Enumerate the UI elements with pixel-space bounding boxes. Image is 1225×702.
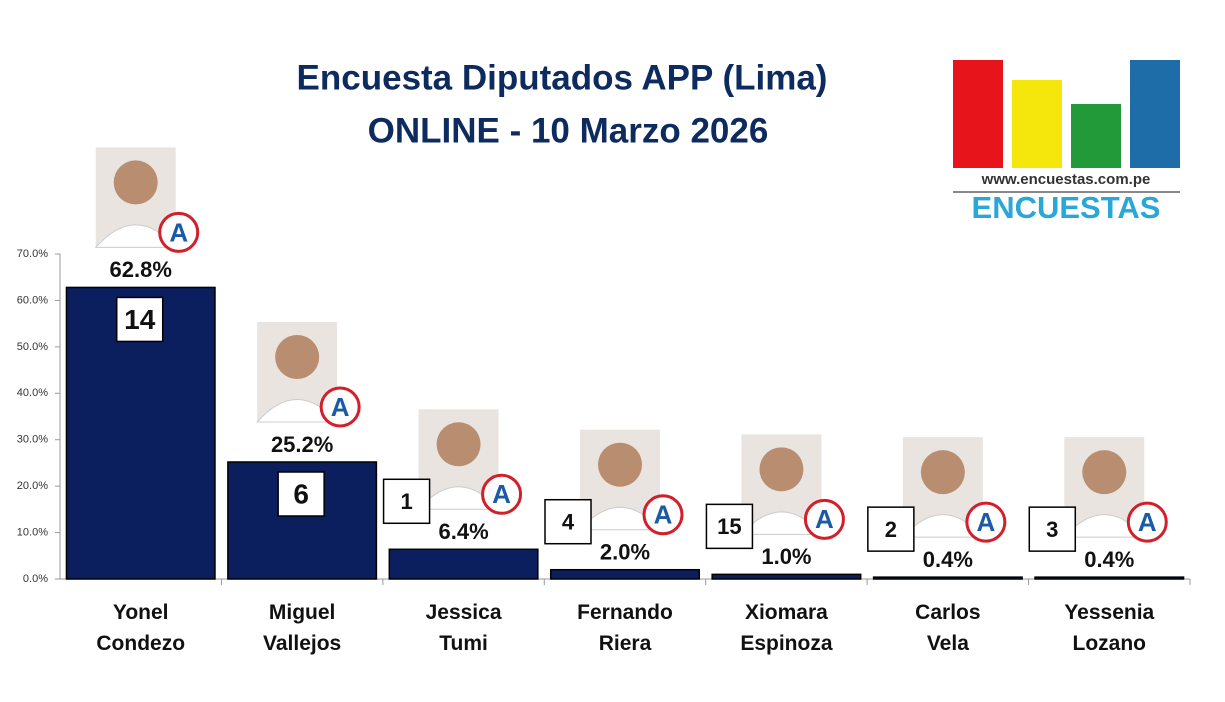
party-logo-letter: A <box>492 479 511 509</box>
bar <box>549 568 701 580</box>
photo-head <box>275 335 320 379</box>
x-tick-label-box: Carlos Vela <box>915 601 981 655</box>
ballot-number: 3 <box>1046 517 1058 542</box>
ballot-number: 1 <box>400 489 412 514</box>
party-logo <box>642 494 684 536</box>
value-label: 2.0% <box>600 540 650 565</box>
ballot-number: 2 <box>885 517 897 542</box>
bar <box>1034 576 1185 580</box>
photo-head <box>113 160 158 205</box>
x-tick-label-box: Yessenia Lozano <box>1064 601 1155 655</box>
party-logo-letter: A <box>169 217 188 247</box>
logo-bar <box>1012 80 1062 168</box>
x-tick-label-box: Yonel Condezo <box>96 601 186 655</box>
x-tick-label-box: Jessica Tumi <box>425 601 502 655</box>
ballot-number-box <box>1028 506 1077 552</box>
logo-name: ENCUESTAS <box>972 190 1161 225</box>
ballot-number: 6 <box>293 478 309 509</box>
party-logo <box>158 211 200 253</box>
x-tick-label-box: Fernando Riera <box>577 601 673 655</box>
y-tick-label: 50.0% <box>17 341 48 353</box>
ballot-number-box <box>277 471 325 517</box>
y-tick-label: 10.0% <box>17 526 48 538</box>
value-label: 0.4% <box>1084 547 1134 572</box>
party-logo-letter: A <box>976 507 995 537</box>
logo-bar <box>1130 60 1180 168</box>
ballot-number-box <box>382 478 431 525</box>
ballot-number-box <box>544 498 592 545</box>
y-tick-label: 0.0% <box>23 573 48 585</box>
photo-head <box>1082 450 1127 495</box>
ballot-number: 14 <box>124 304 156 335</box>
photo-head <box>920 450 965 495</box>
y-tick-label: 70.0% <box>17 248 48 260</box>
value-label: 6.4% <box>438 519 488 544</box>
value-label: 0.4% <box>923 547 973 572</box>
chart-title: Encuesta Diputados APP (Lima) <box>297 58 828 97</box>
photo-head <box>436 422 481 467</box>
party-logo-letter: A <box>815 504 834 534</box>
ballot-number: 4 <box>562 510 575 535</box>
photo-head <box>598 442 642 487</box>
ballot-number: 15 <box>717 514 741 539</box>
x-tick-label: Yonel Condezo <box>96 601 186 655</box>
y-tick-label: 60.0% <box>17 294 48 306</box>
logo-bar <box>1071 104 1121 168</box>
party-logo <box>965 501 1007 543</box>
ballot-number-box <box>705 503 754 550</box>
x-tick-label: Yessenia Lozano <box>1064 601 1155 655</box>
value-label: 62.8% <box>110 257 172 282</box>
party-logo <box>481 473 523 515</box>
y-tick-label: 40.0% <box>17 387 48 399</box>
party-logo-letter: A <box>331 392 350 422</box>
value-label: 25.2% <box>271 432 333 457</box>
ballot-number-box <box>867 506 915 552</box>
party-logo-letter: A <box>1138 507 1157 537</box>
value-label: 1.0% <box>761 544 811 569</box>
x-tick-label: Carlos Vela <box>915 601 981 655</box>
party-logo <box>1126 501 1168 543</box>
logo-bar <box>953 60 1003 168</box>
ballot-number-box <box>115 296 164 343</box>
x-tick-label: Xiomara Espinoza <box>740 601 833 655</box>
bar <box>872 576 1023 580</box>
x-tick-label: Fernando Riera <box>577 601 673 655</box>
x-tick-label: Miguel Vallejos <box>263 601 342 655</box>
party-logo <box>319 386 361 428</box>
x-tick-label-box: Xiomara Espinoza <box>740 601 833 655</box>
logo-url: www.encuestas.com.pe <box>981 171 1151 188</box>
logo: www.encuestas.com.pe ENCUESTAS <box>953 60 1180 225</box>
x-tick-label: Jessica Tumi <box>425 601 502 655</box>
chart-subtitle: ONLINE - 10 Marzo 2026 <box>368 111 769 150</box>
party-logo <box>803 498 845 540</box>
y-tick-label: 30.0% <box>17 434 48 446</box>
bar <box>711 573 862 580</box>
party-logo-letter: A <box>654 500 673 530</box>
y-tick-label: 20.0% <box>17 480 48 492</box>
x-tick-label-box: Miguel Vallejos <box>263 601 342 655</box>
photo-head <box>759 447 804 492</box>
bar <box>388 548 539 580</box>
